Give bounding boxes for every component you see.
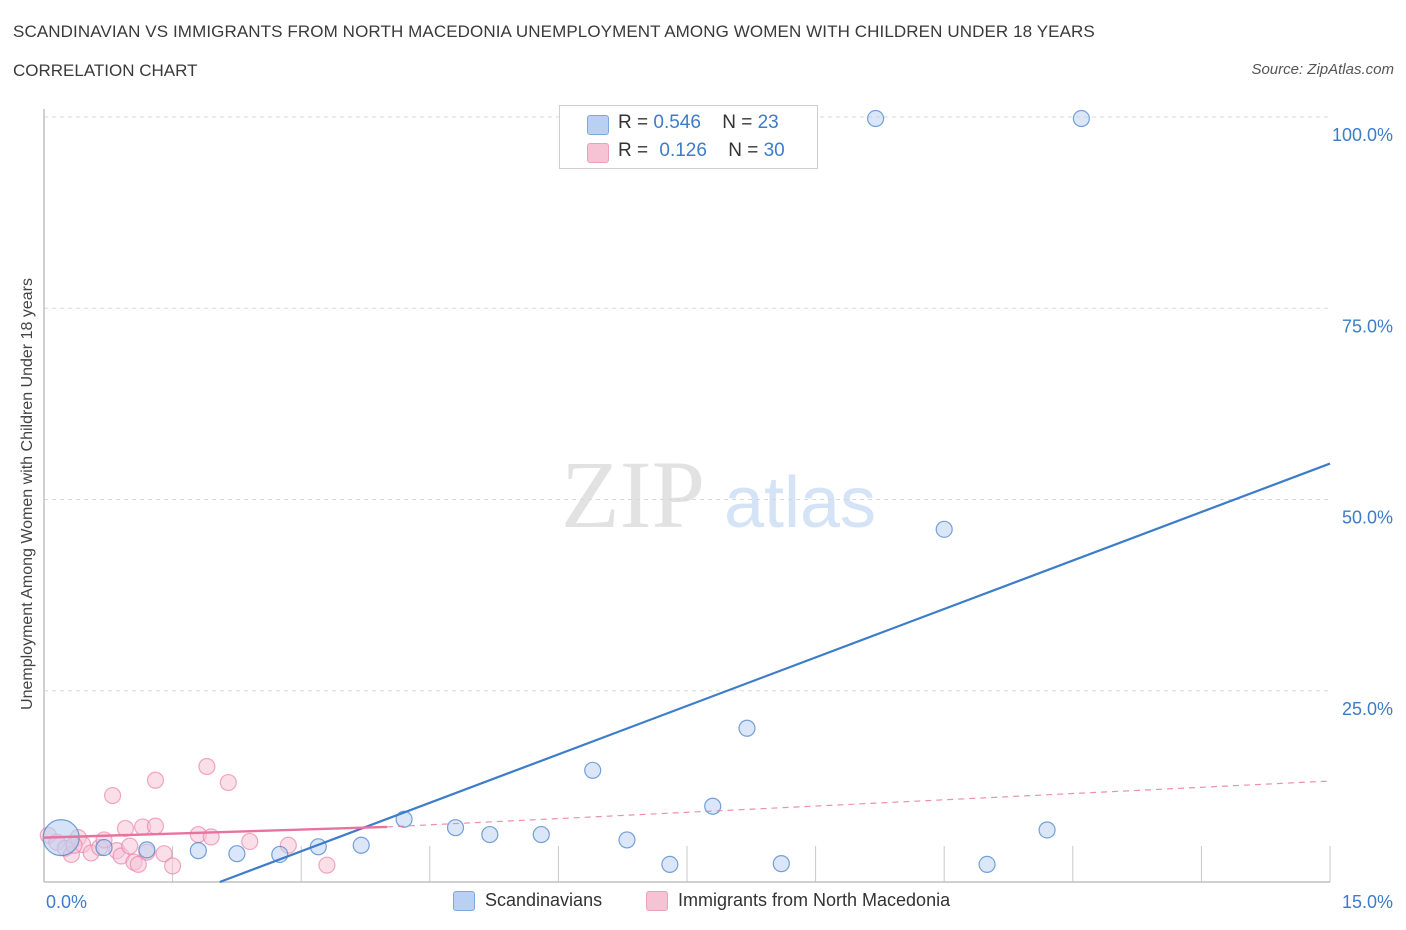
bottom-legend-swatch-north-macedonia	[646, 891, 668, 911]
data-point-north-macedonia	[219, 773, 237, 792]
watermark-atlas: atlas	[724, 463, 876, 543]
n-value: 23	[757, 112, 779, 133]
chart-title: SCANDINAVIAN VS IMMIGRANTS FROM NORTH MA…	[13, 22, 1095, 41]
bottom-legend-scandinavians: Scandinavians	[485, 890, 603, 910]
data-point-scandinavians	[481, 825, 499, 844]
data-point-north-macedonia	[103, 786, 122, 805]
chart-subtitle: CORRELATION CHART	[13, 61, 198, 80]
data-point-north-macedonia	[155, 845, 173, 863]
data-point-north-macedonia	[198, 757, 216, 776]
data-point-scandinavians	[1072, 109, 1090, 128]
trendline-scandinavians	[219, 462, 1331, 884]
data-point-scandinavians	[738, 719, 756, 737]
data-point-north-macedonia	[146, 817, 165, 835]
bottom-legend-swatch-scandinavians	[453, 891, 475, 911]
y-tick-label: 50.0%	[1342, 508, 1393, 528]
x-tick-label: 0.0%	[46, 892, 87, 912]
data-point-scandinavians	[395, 810, 413, 828]
r-label: R =	[618, 112, 649, 133]
data-point-scandinavians	[661, 855, 679, 874]
data-point-scandinavians	[935, 520, 953, 538]
trendline-north-macedonia	[43, 825, 387, 839]
y-tick-label: 100.0%	[1332, 125, 1393, 145]
data-point-scandinavians	[189, 842, 207, 860]
legend-swatch-scandinavians	[587, 115, 609, 135]
data-point-north-macedonia	[318, 856, 336, 874]
y-tick-label: 75.0%	[1342, 316, 1393, 336]
bottom-legend-north-macedonia: Immigrants from North Macedonia	[678, 890, 951, 910]
data-point-north-macedonia	[121, 837, 139, 855]
trendline-north-macedonia-extension	[386, 780, 1331, 828]
r-value: 0.546	[653, 112, 701, 133]
y-tick-label: 25.0%	[1342, 699, 1393, 719]
source-credit: Source: ZipAtlas.com	[1251, 61, 1394, 78]
stats-legend: R = 0.546 N = 23 R = 0.126 N = 30	[559, 105, 818, 169]
data-point-north-macedonia	[164, 857, 182, 875]
data-point-scandinavians	[704, 797, 722, 815]
data-point-scandinavians	[584, 761, 602, 779]
r-value: 0.126	[659, 140, 707, 161]
data-point-scandinavians	[867, 109, 885, 128]
n-value: 30	[763, 140, 785, 161]
data-point-scandinavians	[446, 819, 465, 837]
x-tick-label: 15.0%	[1342, 892, 1393, 912]
data-point-scandinavians	[1038, 821, 1056, 839]
data-point-north-macedonia	[241, 832, 259, 851]
data-point-north-macedonia	[116, 819, 135, 838]
data-point-scandinavians	[138, 841, 156, 859]
y-axis-label: Unemployment Among Women with Children U…	[19, 278, 36, 710]
data-point-scandinavians	[95, 838, 113, 857]
r-label: R =	[618, 140, 649, 161]
stats-row-north-macedonia: R = 0.126 N = 30	[618, 140, 785, 164]
data-point-scandinavians	[978, 855, 996, 874]
data-point-scandinavians	[618, 831, 636, 849]
n-label: N =	[722, 112, 753, 133]
data-point-north-macedonia	[129, 855, 147, 874]
legend-swatch-north-macedonia	[587, 143, 609, 163]
data-point-scandinavians	[228, 845, 246, 863]
data-point-scandinavians	[352, 836, 370, 854]
data-point-north-macedonia	[146, 771, 165, 789]
data-point-scandinavians	[532, 825, 550, 844]
n-label: N =	[728, 140, 759, 161]
stats-row-scandinavians: R = 0.546 N = 23	[618, 112, 779, 136]
data-point-scandinavians	[772, 855, 790, 873]
watermark-zip: ZIP	[561, 441, 705, 548]
